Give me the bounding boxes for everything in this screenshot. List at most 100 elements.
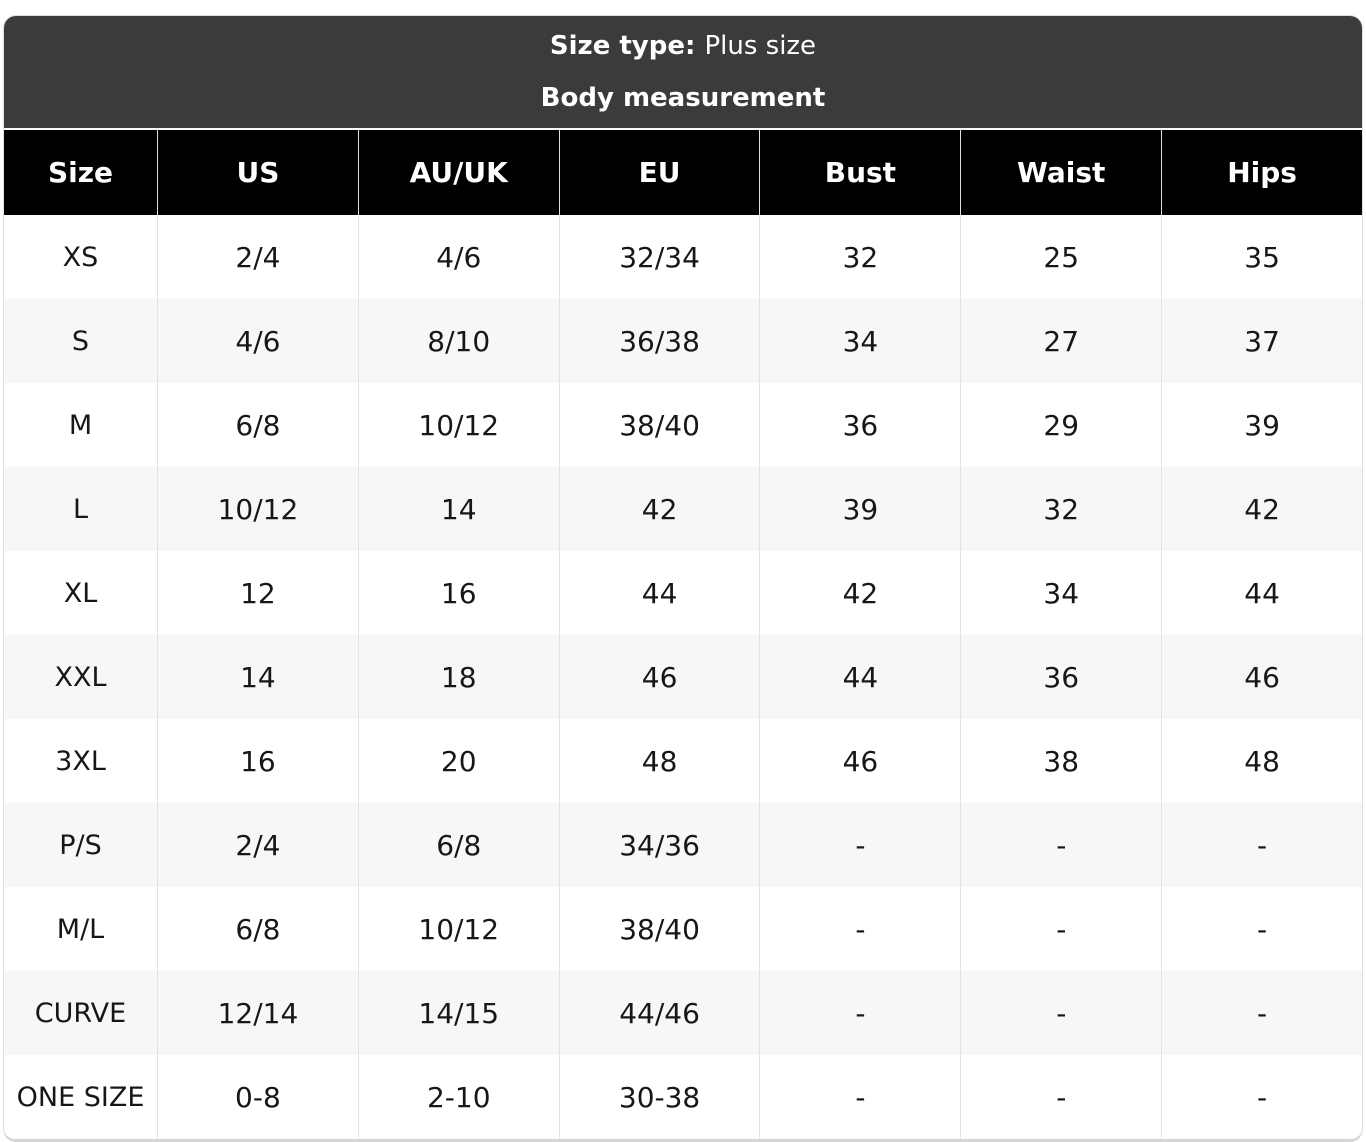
- table-cell: 34/36: [558, 803, 760, 887]
- row-size-label: M: [68, 409, 93, 441]
- table-row: L 10/12 14 42 39 32 42: [4, 467, 1362, 551]
- table-cell: 44: [759, 635, 960, 719]
- row-size-label: 3XL: [55, 745, 106, 777]
- table-cell: 27: [960, 299, 1161, 383]
- row-size-label: S: [71, 325, 90, 357]
- column-header-hips: Hips: [1161, 130, 1362, 215]
- row-size-label: XS: [62, 241, 99, 273]
- table-cell: 42: [1161, 467, 1362, 551]
- table-cell: 2/4: [157, 215, 358, 299]
- table-cell: -: [759, 887, 960, 971]
- table-cell: -: [759, 971, 960, 1055]
- table-header-row: Size US AU/UK EU Bust Waist Hips: [4, 130, 1362, 215]
- table-cell: 44: [558, 551, 760, 635]
- table-row: XXL 14 18 46 44 36 46: [4, 635, 1362, 719]
- row-size-label: M/L: [56, 913, 105, 945]
- table-cell: 10/12: [357, 383, 559, 467]
- table-cell: 25: [960, 215, 1161, 299]
- table-cell: 12: [157, 551, 358, 635]
- row-size-label: XL: [63, 577, 98, 609]
- table-row: M 6/8 10/12 38/40 36 29 39: [4, 383, 1362, 467]
- table-cell: 20: [357, 719, 559, 803]
- table-row: XL 12 16 44 42 34 44: [4, 551, 1362, 635]
- size-type-line: Size type: Plus size: [550, 31, 816, 61]
- table-cell: 14/15: [357, 971, 559, 1055]
- table-cell: 6/8: [157, 383, 358, 467]
- table-cell: 4/6: [157, 299, 358, 383]
- table-cell: -: [759, 1055, 960, 1139]
- table-cell: 2-10: [357, 1055, 559, 1139]
- column-header-us: US: [157, 130, 358, 215]
- table-cell: -: [960, 1055, 1161, 1139]
- table-cell: 37: [1161, 299, 1362, 383]
- table-cell: 4/6: [357, 215, 559, 299]
- table-cell: 6/8: [157, 887, 358, 971]
- table-cell: 39: [759, 467, 960, 551]
- column-header-bust: Bust: [759, 130, 960, 215]
- table-cell: 42: [759, 551, 960, 635]
- body-measurement-title: Body measurement: [540, 83, 826, 113]
- table-body: XS 2/4 4/6 32/34 32 25 35 S 4/6 8/10 36/38 34 27 37 M 6…: [4, 215, 1362, 1139]
- table-cell: -: [960, 971, 1161, 1055]
- table-cell: 29: [960, 383, 1161, 467]
- table-cell: 2/4: [157, 803, 358, 887]
- table-cell: 36/38: [558, 299, 760, 383]
- table-cell: 34: [960, 551, 1161, 635]
- table-cell: 16: [357, 551, 559, 635]
- row-size-label: CURVE: [34, 997, 127, 1029]
- table-cell: 39: [1161, 383, 1362, 467]
- column-header-size: Size: [47, 156, 114, 189]
- table-cell: 46: [558, 635, 760, 719]
- table-cell: -: [1161, 971, 1362, 1055]
- table-cell: -: [960, 803, 1161, 887]
- table-cell: 34: [759, 299, 960, 383]
- size-chart-header: Size type: Plus size Body measurement: [4, 16, 1362, 130]
- table-cell: 30-38: [558, 1055, 760, 1139]
- row-size-label: ONE SIZE: [16, 1081, 145, 1113]
- table-cell: 32: [960, 467, 1161, 551]
- table-cell: 48: [1161, 719, 1362, 803]
- table-cell: 38/40: [558, 383, 760, 467]
- table-cell: 38: [960, 719, 1161, 803]
- table-cell: 32/34: [558, 215, 760, 299]
- size-chart-card: Size type: Plus size Body measurement Si…: [3, 15, 1363, 1142]
- table-cell: 42: [558, 467, 760, 551]
- table-row: ONE SIZE 0-8 2-10 30-38- - -: [4, 1055, 1362, 1139]
- table-row: XS 2/4 4/6 32/34 32 25 35: [4, 215, 1362, 299]
- table-row: 3XL 16 20 48 46 38 48: [4, 719, 1362, 803]
- table-cell: -: [1161, 1055, 1362, 1139]
- table-cell: 18: [357, 635, 559, 719]
- table-cell: 14: [357, 467, 559, 551]
- table-cell: 46: [1161, 635, 1362, 719]
- table-cell: 8/10: [357, 299, 559, 383]
- table-row: CURVE 12/14 14/15 44/46- - -: [4, 971, 1362, 1055]
- table-row: M/L 6/8 10/12 38/40- - -: [4, 887, 1362, 971]
- column-header-waist: Waist: [960, 130, 1161, 215]
- table-cell: 44/46: [558, 971, 760, 1055]
- table-cell: 6/8: [357, 803, 559, 887]
- table-cell: 36: [759, 383, 960, 467]
- size-type-label: Size type:: [549, 31, 705, 61]
- table-cell: -: [759, 803, 960, 887]
- table-cell: -: [960, 887, 1161, 971]
- table-cell: 0-8: [157, 1055, 358, 1139]
- table-cell: 12/14: [157, 971, 358, 1055]
- table-row: S 4/6 8/10 36/38 34 27 37: [4, 299, 1362, 383]
- table-cell: 32: [759, 215, 960, 299]
- column-header-eu: EU: [558, 130, 760, 215]
- table-cell: 38/40: [558, 887, 760, 971]
- row-size-label: L: [72, 493, 89, 525]
- row-size-label: XXL: [54, 661, 107, 693]
- table-cell: 10/12: [357, 887, 559, 971]
- row-size-label: P/S: [59, 829, 102, 861]
- column-header-au-uk: AU/UK: [357, 130, 559, 215]
- table-cell: 48: [558, 719, 760, 803]
- table-cell: -: [1161, 803, 1362, 887]
- table-row: P/S 2/4 6/8 34/36- - -: [4, 803, 1362, 887]
- table-cell: 10/12: [157, 467, 358, 551]
- table-cell: 35: [1161, 215, 1362, 299]
- table-cell: 14: [157, 635, 358, 719]
- table-cell: 36: [960, 635, 1161, 719]
- table-cell: -: [1161, 887, 1362, 971]
- table-cell: 44: [1161, 551, 1362, 635]
